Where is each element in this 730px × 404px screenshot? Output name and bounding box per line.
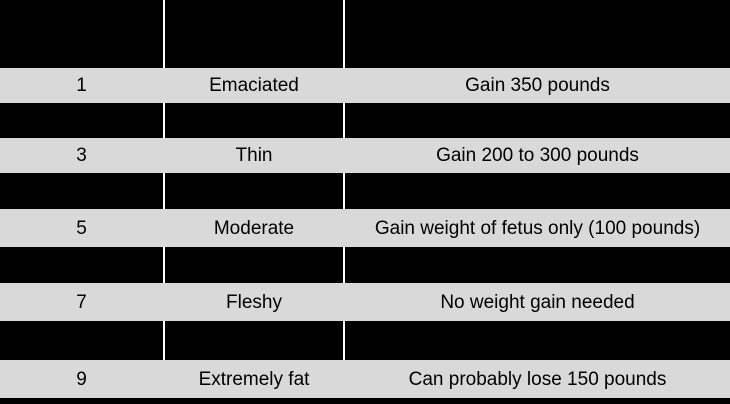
redacted-cell xyxy=(0,173,163,209)
redacted-cell xyxy=(343,247,730,283)
recommendation-cell: No weight gain needed xyxy=(440,291,635,313)
table-row-score-7: 7 Fleshy No weight gain needed xyxy=(0,283,730,321)
condition-cell: Moderate xyxy=(213,217,295,239)
redacted-cell xyxy=(163,321,343,360)
table-row-score-1: 1 Emaciated Gain 350 pounds xyxy=(0,68,730,103)
score-cell: 7 xyxy=(76,291,87,313)
score-cell: 3 xyxy=(76,145,87,166)
table-row-redacted xyxy=(0,321,730,360)
redacted-cell xyxy=(163,173,343,209)
score-cell: 5 xyxy=(76,217,87,239)
redacted-cell xyxy=(343,321,730,360)
table-row-score-3: 3 Thin Gain 200 to 300 pounds xyxy=(0,138,730,173)
table-bottom-border xyxy=(0,398,730,404)
table-row-score-5: 5 Moderate Gain weight of fetus only (10… xyxy=(0,209,730,247)
redacted-cell xyxy=(0,247,163,283)
recommendation-cell: Gain weight of fetus only (100 pounds) xyxy=(374,217,701,239)
header-cell-score xyxy=(0,0,163,68)
redacted-cell xyxy=(0,321,163,360)
redacted-cell xyxy=(0,103,163,138)
condition-cell: Emaciated xyxy=(209,75,299,96)
redacted-cell xyxy=(163,103,343,138)
table-row-redacted xyxy=(0,103,730,138)
recommendation-cell: Gain 350 pounds xyxy=(465,75,610,96)
table-header-row-redacted xyxy=(0,0,730,68)
header-cell-recommendation xyxy=(343,0,730,68)
score-cell: 9 xyxy=(76,368,87,390)
table-row-redacted xyxy=(0,173,730,209)
recommendation-cell: Can probably lose 150 pounds xyxy=(408,368,667,390)
redacted-cell xyxy=(343,103,730,138)
table-row-redacted xyxy=(0,247,730,283)
table-row-score-9: 9 Extremely fat Can probably lose 150 po… xyxy=(0,360,730,398)
redacted-cell xyxy=(163,247,343,283)
recommendation-cell: Gain 200 to 300 pounds xyxy=(436,145,639,166)
header-cell-condition xyxy=(163,0,343,68)
condition-cell: Extremely fat xyxy=(198,368,310,390)
condition-cell: Thin xyxy=(235,145,273,166)
score-cell: 1 xyxy=(76,75,87,96)
redacted-cell xyxy=(343,173,730,209)
condition-cell: Fleshy xyxy=(226,291,282,313)
